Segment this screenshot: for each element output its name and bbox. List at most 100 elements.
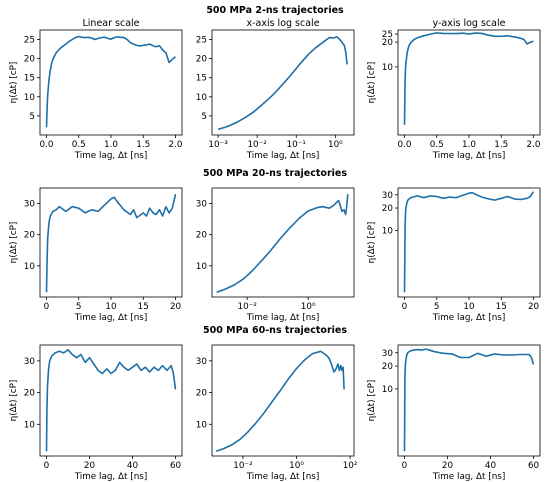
x-tick-label: 0 bbox=[402, 302, 408, 312]
x-tick-label: 15 bbox=[138, 302, 149, 312]
axes-frame bbox=[39, 29, 183, 136]
y-tick-label: 25 bbox=[382, 30, 393, 40]
y-tick-label: 10 bbox=[196, 420, 208, 430]
y-tick-label: 20 bbox=[24, 389, 36, 399]
x-tick-label: 60 bbox=[170, 461, 182, 471]
x-tick-label: 1.5 bbox=[136, 140, 150, 150]
x-tick-label: 10⁻² bbox=[238, 302, 257, 312]
x-tick-label: 5 bbox=[434, 302, 440, 312]
x-tick-label: 20 bbox=[84, 461, 96, 471]
x-axis-label: Time lag, Δt [ns] bbox=[432, 151, 506, 161]
y-tick-label: 10 bbox=[196, 93, 208, 103]
panel-r3-c2: 10⁻² 10⁰ 10² 10 20 30 Time lag, Δt [ns] bbox=[196, 344, 358, 482]
y-tick-label: 10 bbox=[382, 385, 394, 395]
y-tick-label: 20 bbox=[382, 362, 394, 372]
y-tick-label: 30 bbox=[196, 200, 208, 210]
y-tick-label: 15 bbox=[196, 74, 207, 84]
axes-frame bbox=[211, 29, 355, 136]
y-tick-label: 30 bbox=[382, 191, 394, 201]
x-axis-label: Time lag, Δt [ns] bbox=[74, 151, 148, 161]
panel-r1-c2: x-axis log scale 10⁻³ 10⁻² 10⁻¹ 10⁰ 5 10 15 20 25… bbox=[196, 18, 355, 161]
x-tick-label: 10⁻¹ bbox=[287, 140, 307, 150]
x-tick-label: 0.0 bbox=[39, 140, 53, 150]
y-tick-label: 10 bbox=[24, 420, 36, 430]
x-tick-label: 60 bbox=[528, 461, 540, 471]
axes-frame bbox=[39, 344, 183, 457]
y-tick-label: 10 bbox=[24, 93, 36, 103]
panel-title: y-axis log scale bbox=[433, 18, 506, 29]
x-tick-label: 0.5 bbox=[430, 140, 444, 150]
x-tick-label: 2.0 bbox=[527, 140, 541, 150]
panel-r2-c2: 10⁻² 10⁰ 10 20 30 Time lag, Δt [ns] bbox=[196, 187, 355, 323]
row-title-2: 500 MPa 20-ns trajectories bbox=[203, 168, 347, 179]
series-line bbox=[403, 191, 535, 293]
series-line bbox=[403, 32, 534, 125]
row-title-3: 500 MPa 60-ns trajectories bbox=[203, 325, 347, 336]
x-tick-label: 20 bbox=[442, 461, 454, 471]
axes-frame bbox=[39, 187, 183, 298]
y-axis-label: η(Δt) [cP] bbox=[9, 380, 19, 422]
y-tick-label: 30 bbox=[24, 200, 36, 210]
x-tick-label: 0.0 bbox=[397, 140, 411, 150]
x-tick-label: 10 bbox=[463, 302, 475, 312]
y-tick-label: 10 bbox=[24, 262, 36, 272]
x-axis-label: Time lag, Δt [ns] bbox=[74, 313, 148, 323]
x-tick-label: 10² bbox=[343, 461, 358, 471]
y-tick-label: 5 bbox=[201, 112, 207, 122]
x-tick-label: 10 bbox=[105, 302, 117, 312]
x-tick-label: 10⁻² bbox=[247, 140, 266, 150]
y-axis-label: η(Δt) [cP] bbox=[367, 380, 377, 422]
panel-r1-c1: Linear scale 0.0 0.5 1.0 1.5 2.0 5 10 15 20 25 Time… bbox=[9, 18, 183, 161]
x-tick-label: 40 bbox=[127, 461, 139, 471]
x-tick-label: 40 bbox=[485, 461, 497, 471]
x-tick-label: 1.5 bbox=[494, 140, 508, 150]
axes-frame bbox=[397, 187, 541, 298]
series-line bbox=[403, 348, 535, 452]
x-tick-label: 20 bbox=[528, 302, 540, 312]
y-tick-label: 25 bbox=[196, 36, 207, 46]
x-axis-label: Time lag, Δt [ns] bbox=[246, 472, 320, 482]
row-title-1: 500 MPa 2-ns trajectories bbox=[206, 5, 344, 16]
axes-frame bbox=[211, 187, 355, 298]
y-tick-label: 20 bbox=[196, 55, 208, 65]
x-axis-label: Time lag, Δt [ns] bbox=[432, 472, 506, 482]
panel-title: Linear scale bbox=[82, 18, 139, 29]
x-tick-label: 15 bbox=[496, 302, 507, 312]
y-tick-label: 20 bbox=[24, 231, 36, 241]
y-tick-label: 30 bbox=[382, 349, 394, 359]
x-tick-label: 0 bbox=[44, 461, 50, 471]
y-tick-label: 30 bbox=[24, 357, 36, 367]
x-tick-label: 0 bbox=[402, 461, 408, 471]
panel-r3-c1: 0 20 40 60 10 20 30 Time lag, Δt [ns] η(Δt) [cP] bbox=[9, 344, 183, 482]
series-line bbox=[215, 350, 345, 452]
y-tick-label: 25 bbox=[24, 36, 35, 46]
panel-title: x-axis log scale bbox=[246, 18, 319, 29]
y-tick-label: 20 bbox=[24, 55, 36, 65]
x-tick-label: 10⁰ bbox=[301, 302, 316, 312]
panel-r2-c1: 0 5 10 15 20 10 20 30 Time lag, Δt [ns] η(Δt) [cP… bbox=[9, 187, 183, 323]
y-tick-label: 20 bbox=[196, 389, 208, 399]
y-axis-label: η(Δt) [cP] bbox=[367, 62, 377, 104]
y-tick-label: 30 bbox=[196, 357, 208, 367]
y-axis-label: η(Δt) [cP] bbox=[9, 222, 19, 264]
x-tick-label: 2.0 bbox=[169, 140, 183, 150]
y-tick-label: 10 bbox=[196, 262, 208, 272]
series-line bbox=[45, 194, 177, 293]
y-axis-label: η(Δt) [cP] bbox=[367, 222, 377, 264]
x-tick-label: 1.0 bbox=[462, 140, 476, 150]
axes-frame bbox=[397, 29, 541, 136]
panel-r2-c3: 0 5 10 15 20 10 20 30 Time lag, Δt [ns] η(Δt) [cP… bbox=[367, 187, 541, 323]
series-line bbox=[216, 194, 349, 294]
x-tick-label: 10⁰ bbox=[328, 140, 343, 150]
y-tick-label: 20 bbox=[382, 38, 394, 48]
x-axis-label: Time lag, Δt [ns] bbox=[246, 313, 320, 323]
series-line bbox=[45, 349, 177, 452]
series-line bbox=[217, 36, 348, 131]
y-axis-label: η(Δt) [cP] bbox=[9, 62, 19, 104]
x-tick-label: 5 bbox=[76, 302, 82, 312]
y-tick-label: 15 bbox=[24, 74, 35, 84]
y-tick-label: 10 bbox=[382, 227, 394, 237]
x-tick-label: 1.0 bbox=[104, 140, 118, 150]
